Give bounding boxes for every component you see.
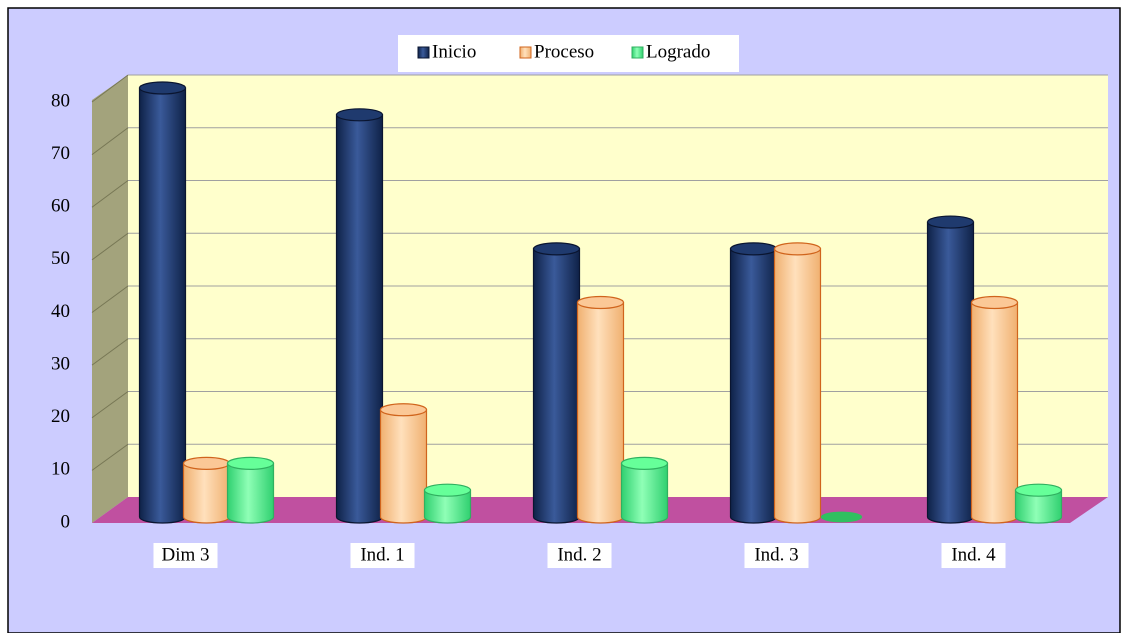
bar-body — [620, 462, 669, 524]
x-tick-label: Dim 3 — [161, 544, 209, 565]
bar-body — [335, 114, 384, 524]
grid-line — [91, 391, 129, 419]
bar — [773, 242, 822, 524]
y-tick-label: 20 — [51, 406, 70, 427]
bar-body — [423, 489, 472, 524]
y-tick-label: 50 — [51, 248, 70, 269]
bar-top — [226, 456, 275, 470]
x-tick-label-box — [153, 543, 218, 568]
x-tick-label: Ind. 3 — [754, 544, 798, 565]
bar-top — [773, 242, 822, 256]
x-tick-label: Ind. 4 — [951, 544, 996, 565]
y-tick-label: 40 — [51, 301, 70, 322]
bar-body — [532, 248, 581, 524]
y-tick-label: 60 — [51, 196, 70, 217]
bar-top — [970, 295, 1019, 310]
bar — [1014, 483, 1063, 524]
x-tick-label-box — [547, 543, 612, 568]
bar — [138, 81, 187, 524]
y-tick-label: 70 — [51, 143, 70, 164]
bar — [335, 108, 384, 524]
grid-line — [91, 74, 129, 103]
bar-body — [576, 301, 625, 524]
grid-line — [91, 285, 129, 313]
y-tick-label: 0 — [61, 511, 71, 532]
x-tick-label: Ind. 1 — [360, 544, 404, 565]
bar-body — [226, 462, 275, 524]
bar — [423, 483, 472, 524]
y-tick-label: 30 — [51, 353, 70, 374]
bar-top — [1014, 483, 1063, 497]
bar-body — [729, 248, 778, 524]
bar-top — [532, 242, 581, 256]
x-tick-label-box — [941, 543, 1006, 568]
bar — [532, 242, 581, 524]
bar-top — [379, 403, 428, 417]
legend-swatch — [631, 46, 644, 59]
bar-body — [970, 301, 1019, 524]
bar-top — [182, 456, 231, 470]
legend-box — [398, 35, 739, 72]
grid-line — [91, 338, 129, 366]
bar — [820, 511, 863, 523]
grid-line — [91, 232, 129, 261]
bar-top — [423, 483, 472, 497]
y-tick-label: 80 — [51, 90, 70, 111]
legend-label: Proceso — [534, 41, 594, 62]
bar-body — [379, 409, 428, 524]
grid-line — [91, 127, 129, 156]
legend-swatch — [519, 46, 532, 59]
bar — [576, 295, 625, 524]
bar — [226, 456, 275, 524]
bar-body — [1014, 489, 1063, 524]
y-tick-label: 10 — [51, 459, 70, 480]
legend: Inicio Proceso Logrado — [417, 41, 710, 62]
bar-body — [138, 87, 187, 524]
bar — [182, 456, 231, 524]
bar — [926, 215, 975, 524]
grid-line — [91, 443, 129, 471]
grid-line — [91, 180, 129, 208]
bar-body — [773, 248, 822, 524]
bar — [379, 403, 428, 524]
legend-label: Inicio — [432, 41, 476, 62]
bar-top — [820, 511, 863, 523]
bar-top — [620, 456, 669, 470]
bar — [729, 242, 778, 524]
bar-body — [926, 221, 975, 524]
x-tick-label-box — [744, 543, 809, 568]
bar-top — [335, 108, 384, 122]
x-tick-label-box — [350, 543, 415, 568]
bar — [620, 456, 669, 524]
bar-top — [576, 295, 625, 310]
bar-top — [729, 242, 778, 256]
bar-top — [926, 215, 975, 229]
bars — [138, 81, 1063, 524]
bar-body — [182, 462, 231, 524]
legend-label: Logrado — [646, 41, 710, 62]
legend-swatch — [417, 46, 430, 59]
bar — [970, 295, 1019, 524]
bar-top — [138, 81, 187, 95]
x-tick-label: Ind. 2 — [557, 544, 601, 565]
